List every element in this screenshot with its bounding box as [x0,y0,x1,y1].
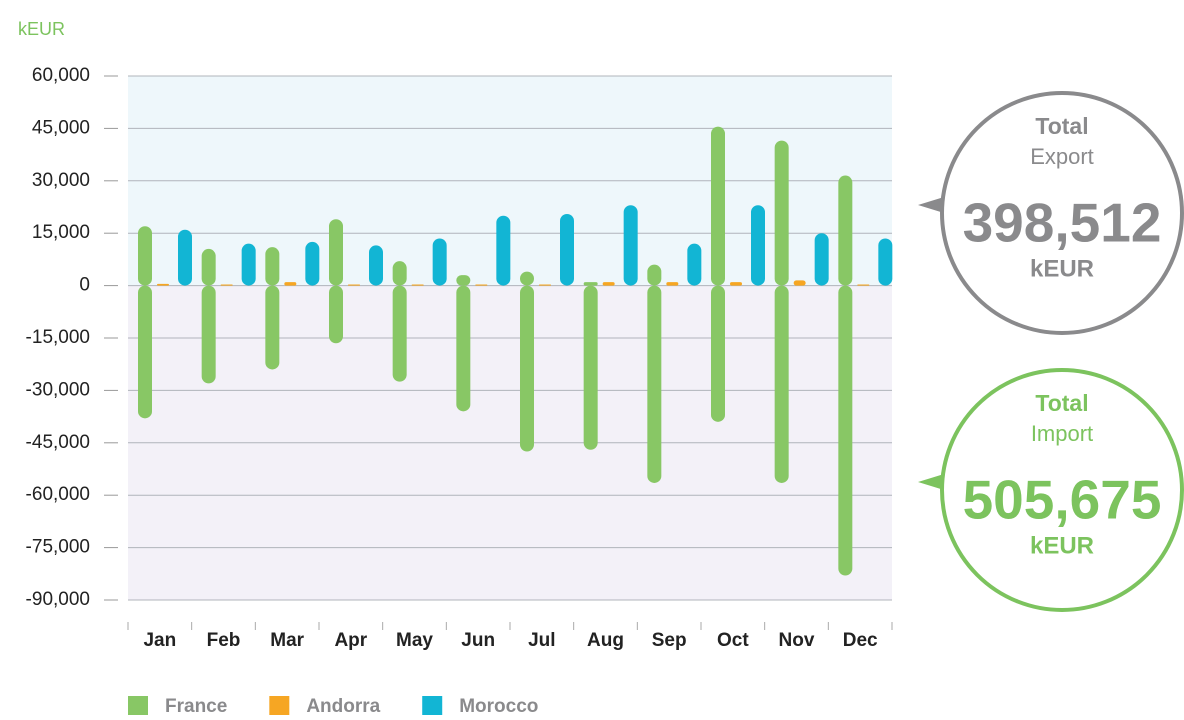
import-bar [329,285,343,344]
x-tick-label: Aug [587,630,624,651]
bar [392,261,407,286]
import-bar [647,285,662,483]
x-tick-label: May [396,630,433,651]
y-tick-label: -75,000 [26,537,90,558]
bar [265,247,280,286]
bar [369,245,383,286]
legend-swatch [269,696,290,716]
pointer [918,197,944,213]
x-tick-label: Mar [270,630,304,651]
y-tick-label: -45,000 [26,432,90,453]
x-tick-label: Nov [779,630,815,651]
x-tick-label: Jan [143,630,176,651]
total-value: 505,675 [963,469,1162,531]
bar [496,215,511,286]
bar [583,282,598,286]
bar [539,284,551,286]
import-bar [838,285,853,576]
bar [241,243,256,286]
x-tick-label: Feb [207,630,241,651]
y-tick-label: -60,000 [26,484,90,505]
y-tick-label: 0 [79,275,90,296]
y-tick-label: 45,000 [32,117,90,138]
import-bar [201,285,216,384]
y-tick-label: -90,000 [26,589,90,610]
import-bar [138,285,152,419]
unit-label: kEUR [18,19,65,39]
y-tick-label: 60,000 [32,65,90,86]
y-tick-label: -15,000 [26,327,90,348]
bar [348,284,360,286]
bar [687,243,702,286]
import-bar [711,285,725,422]
total-subtitle: Export [1030,144,1094,169]
bar [730,282,742,286]
total-title: Total [1035,390,1088,416]
bar [751,205,765,286]
bar [623,205,638,286]
bar [666,282,679,286]
bar [157,283,169,286]
bar [838,175,853,286]
x-tick-label: Jul [528,630,555,651]
legend-label: France [165,696,227,715]
x-tick-label: Sep [652,630,687,651]
y-tick-label: -30,000 [26,379,90,400]
x-tick-label: Jun [461,630,495,651]
import-bar [774,285,789,483]
import-bar [456,285,471,412]
bar [411,284,424,286]
bar [878,238,893,286]
import-bar [583,285,598,450]
bar [138,226,152,286]
bar [178,229,192,286]
bar [305,241,320,286]
total-subtitle: Import [1031,421,1093,446]
total-unit: kEUR [1030,255,1094,282]
bar [602,282,615,286]
total-circle [940,91,1184,335]
y-tick-label: 15,000 [32,222,90,243]
bar [647,264,662,286]
import-bar [520,285,534,452]
total-unit: kEUR [1030,532,1094,559]
total-value: 398,512 [963,192,1162,254]
bar [201,248,216,286]
x-tick-label: Oct [717,630,749,651]
legend-swatch [422,696,443,716]
import-bar [265,285,280,370]
bar [220,284,233,286]
bar [814,233,829,286]
bar [774,140,789,286]
bar [475,284,488,286]
bar [284,282,297,286]
bar [520,271,534,286]
bar [793,280,806,286]
x-tick-label: Dec [843,630,878,651]
pointer [918,474,944,490]
legend-label: Morocco [459,696,538,715]
y-tick-label: 30,000 [32,170,90,191]
legend-swatch [128,696,148,716]
bar [432,238,447,286]
total-circle [940,368,1184,612]
bar [560,213,574,286]
bar [857,284,870,286]
bar [329,219,343,286]
bar [456,275,471,286]
bar [711,126,725,286]
legend-label: Andorra [306,696,380,715]
total-title: Total [1035,113,1088,139]
import-bar [392,285,407,382]
x-tick-label: Apr [334,630,367,651]
